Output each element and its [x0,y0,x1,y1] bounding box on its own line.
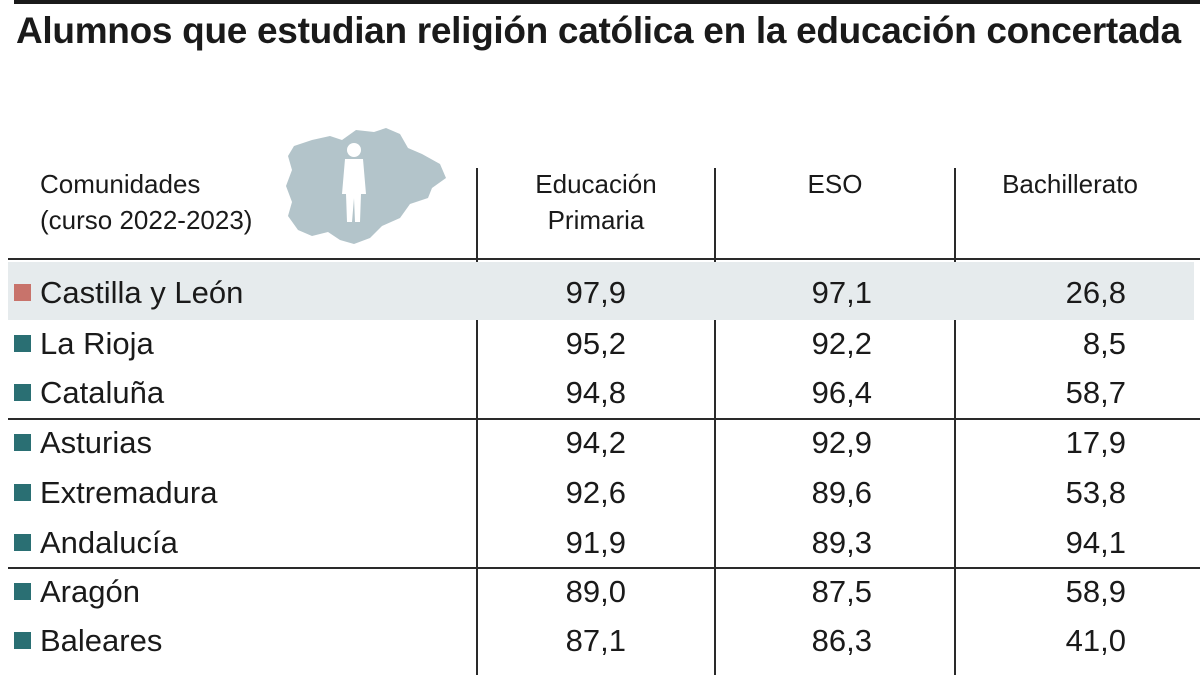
value-eso: 96,4 [811,375,872,410]
value-bachillerato: 58,9 [1065,574,1126,609]
value-bachillerato: 41,0 [1065,623,1126,658]
column-header-region-line2: (curso 2022-2023) [40,205,253,235]
table-row: Aragón 89,0 87,5 58,9 [0,567,1200,617]
region-name: La Rioja [40,326,154,361]
row-marker [14,335,31,352]
value-eso: 89,6 [811,475,872,510]
column-header-eso-line1: ESO [807,169,863,199]
row-marker [14,434,31,451]
value-bachillerato: 94,1 [1065,525,1126,560]
row-marker [14,484,31,501]
value-primaria: 89,0 [565,574,626,609]
top-rule [14,0,1200,4]
table-row: Andalucía 91,9 89,3 94,1 [0,518,1200,568]
row-marker [14,583,31,600]
value-eso: 86,3 [811,623,872,658]
table-row: Baleares 87,1 86,3 41,0 [0,616,1200,666]
region-name: Baleares [40,623,163,658]
value-eso: 87,5 [811,574,872,609]
column-header-region-line1: Comunidades [40,169,201,199]
value-primaria: 94,8 [565,375,626,410]
value-eso: 97,1 [811,275,872,310]
value-bachillerato: 26,8 [1065,275,1126,310]
region-name: Andalucía [40,525,178,560]
value-primaria: 87,1 [565,623,626,658]
header-separator [8,258,1200,260]
value-eso: 89,3 [811,525,872,560]
row-marker [14,384,31,401]
value-eso: 92,2 [811,326,872,361]
column-header-region: Comunidades (curso 2022-2023) [40,166,252,238]
value-primaria: 95,2 [565,326,626,361]
value-bachillerato: 53,8 [1065,475,1126,510]
region-name: Extremadura [40,475,218,510]
value-eso: 92,9 [811,425,872,460]
region-name: Cataluña [40,375,165,410]
column-header-primaria: Educación Primaria [478,166,714,238]
highlight-row-background [8,262,1194,320]
column-header-bachillerato-line1: Bachillerato [1002,169,1138,199]
student-silhouette-icon [342,143,366,222]
column-divider [714,168,716,675]
value-primaria: 97,9 [565,275,626,310]
region-name: Asturias [40,425,152,460]
column-header-bachillerato: Bachillerato [956,166,1184,202]
row-marker [14,534,31,551]
value-primaria: 91,9 [565,525,626,560]
table-row: La Rioja 95,2 92,2 8,5 [0,319,1200,369]
column-header-primaria-line2: Primaria [547,205,645,235]
column-header-primaria-line1: Educación [535,169,657,199]
page-title: Alumnos que estudian religión católica e… [16,10,1181,51]
value-primaria: 94,2 [565,425,626,460]
column-header-eso: ESO [716,166,954,202]
table-row: Asturias 94,2 92,9 17,9 [0,418,1200,468]
region-name: Castilla y León [40,275,244,310]
table-row: Extremadura 92,6 89,6 53,8 [0,468,1200,518]
table-row: Castilla y León 97,9 97,1 26,8 [0,268,1200,318]
group-separator [8,418,1200,420]
column-divider [954,168,956,675]
value-bachillerato: 58,7 [1065,375,1126,410]
table-row: Cataluña 94,8 96,4 58,7 [0,368,1200,418]
value-bachillerato: 8,5 [1082,326,1126,361]
value-bachillerato: 17,9 [1065,425,1126,460]
value-primaria: 92,6 [565,475,626,510]
region-name: Aragón [40,574,140,609]
castilla-y-leon-map-icon [286,128,446,244]
group-separator [8,567,1200,569]
row-marker [14,284,31,301]
row-marker [14,632,31,649]
column-divider [476,168,478,675]
